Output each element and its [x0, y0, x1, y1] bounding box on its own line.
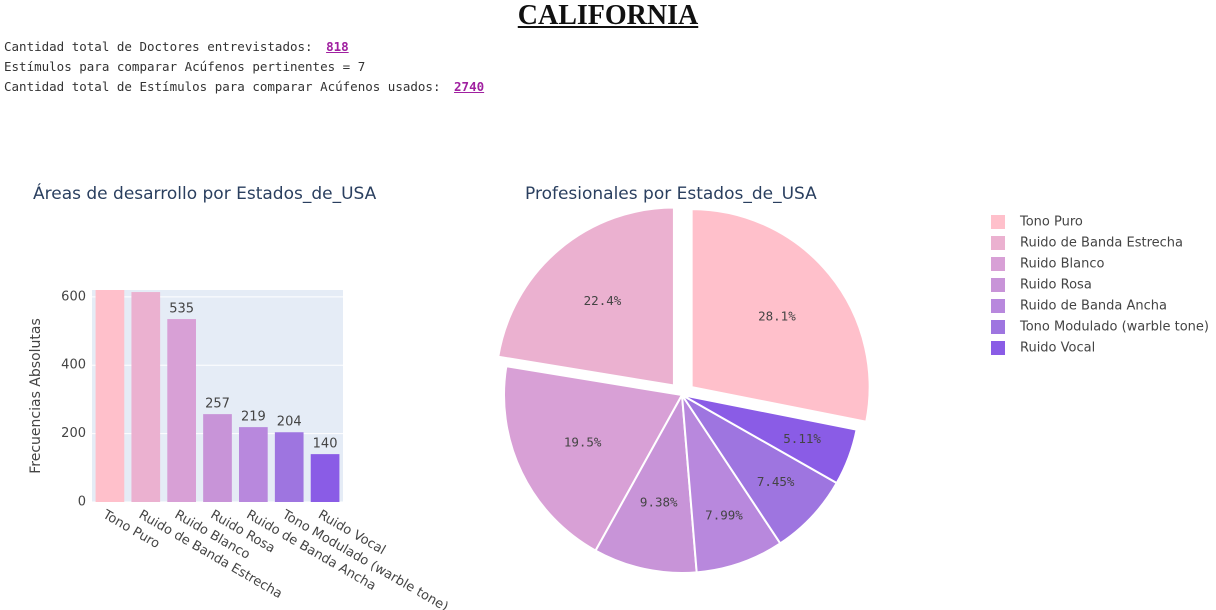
y-tick-label: 0	[78, 495, 86, 510]
info-line: Cantidad total de Estímulos para compara…	[4, 79, 490, 94]
slice-label: 22.4%	[584, 293, 622, 308]
legend-swatch	[991, 299, 1005, 313]
bar	[310, 454, 340, 502]
pie-slice	[497, 206, 675, 387]
y-tick-label: 400	[61, 358, 86, 373]
slice-label: 19.5%	[564, 435, 602, 450]
y-tick-label: 600	[61, 289, 86, 304]
legend-label: Ruido de Banda Ancha	[1020, 299, 1167, 314]
y-tick-label: 200	[61, 426, 86, 441]
legend-swatch	[991, 257, 1005, 271]
slice-label: 28.1%	[758, 309, 796, 324]
bar	[274, 432, 304, 502]
pie-slice	[594, 391, 698, 574]
pie-slice	[681, 394, 858, 485]
value-label: 535	[169, 302, 194, 317]
legend-label: Ruido Blanco	[1020, 257, 1105, 272]
page-title: CALIFORNIA	[517, 0, 699, 31]
legend-label: Tono Puro	[1019, 215, 1083, 230]
info-text: Cantidad total de Doctores entrevistados…	[4, 39, 321, 54]
slice-label: 7.99%	[705, 508, 743, 523]
y-axis-label: Frecuencias Absolutas	[28, 318, 44, 474]
slice-label: 7.45%	[757, 474, 795, 489]
bar	[131, 292, 161, 502]
slice-label: 9.38%	[640, 494, 678, 509]
info-text: Estímulos para comparar Acúfenos pertine…	[4, 59, 366, 74]
info-value: 818	[326, 39, 349, 54]
legend-swatch	[991, 320, 1005, 334]
chart-title: Áreas de desarrollo por Estados_de_USA	[33, 182, 377, 204]
bar	[239, 427, 268, 502]
legend-swatch	[991, 341, 1005, 355]
legend-swatch	[991, 215, 1005, 229]
bar	[167, 319, 196, 502]
pie-slice	[503, 365, 684, 552]
value-label: 204	[277, 415, 302, 430]
bars	[95, 290, 340, 502]
legend-label: Ruido Rosa	[1020, 278, 1092, 293]
x-tick-label: Tono Modulado (warble tone)	[279, 507, 451, 610]
info-line: Cantidad total de Doctores entrevistados…	[4, 39, 355, 54]
value-label: 219	[241, 410, 266, 425]
info-line: Estímulos para comparar Acúfenos pertine…	[4, 59, 365, 74]
legend-label: Ruido Vocal	[1020, 341, 1095, 356]
value-label: 257	[205, 397, 230, 412]
legend-swatch	[991, 278, 1005, 292]
info-text: Cantidad total de Estímulos para compara…	[4, 79, 449, 94]
bar	[95, 290, 125, 502]
chart-title: Profesionales por Estados_de_USA	[525, 184, 817, 204]
bar	[203, 414, 232, 502]
slice-label: 5.11%	[783, 431, 821, 446]
legend-swatch	[991, 236, 1005, 250]
legend-label: Tono Modulado (warble tone)	[1019, 320, 1209, 335]
pie-slice	[690, 208, 871, 423]
legend-label: Ruido de Banda Estrecha	[1020, 236, 1183, 251]
value-label: 140	[313, 437, 338, 452]
info-value: 2740	[454, 79, 485, 94]
pie-slice	[681, 394, 782, 574]
